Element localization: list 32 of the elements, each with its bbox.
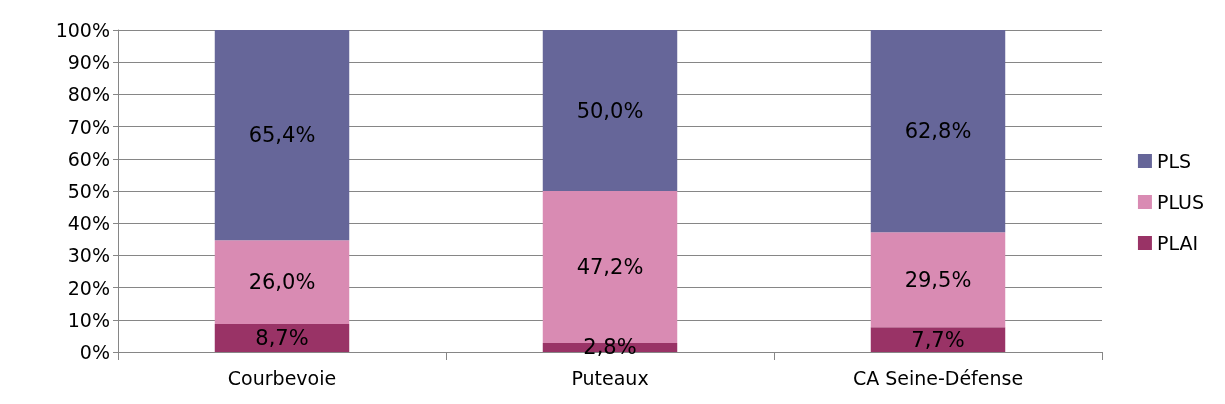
bar — [542, 30, 678, 191]
bar — [870, 327, 1006, 352]
legend-label: PLS — [1156, 150, 1192, 172]
y-tick-label: 0% — [79, 341, 110, 363]
y-tick-label: 60% — [67, 147, 110, 170]
bar — [870, 232, 1006, 328]
y-tick-label: 30% — [67, 244, 110, 267]
data-label: 65,4% — [248, 123, 316, 148]
y-tick-label: 40% — [67, 212, 110, 235]
data-label: 50,0% — [576, 98, 644, 123]
data-label: 47,2% — [576, 254, 644, 279]
y-tick-label: 50% — [67, 180, 110, 202]
y-tick-label: 70% — [67, 115, 110, 138]
x-tick-label: CA Seine-Défense — [852, 366, 1024, 389]
bar — [214, 323, 350, 352]
y-tick-label: 80% — [67, 83, 110, 106]
x-tick-label: Puteaux — [571, 366, 649, 389]
legend-label: PLAI — [1156, 232, 1199, 254]
legend-label: PLUS — [1156, 191, 1205, 213]
data-label: 8,7% — [255, 325, 309, 350]
data-label: 62,8% — [904, 119, 972, 144]
x-tick-label: Courbevoie — [227, 366, 337, 389]
data-label: 29,5% — [904, 267, 972, 292]
bar — [214, 240, 350, 324]
bar — [870, 30, 1006, 233]
y-tick-label: 90% — [67, 51, 110, 74]
data-label: 26,0% — [248, 270, 316, 295]
y-tick-label: 10% — [67, 308, 110, 331]
y-tick-label: 100% — [55, 19, 110, 41]
bar — [214, 30, 350, 241]
y-tick-label: 20% — [67, 276, 110, 299]
data-label: 7,7% — [911, 327, 965, 352]
